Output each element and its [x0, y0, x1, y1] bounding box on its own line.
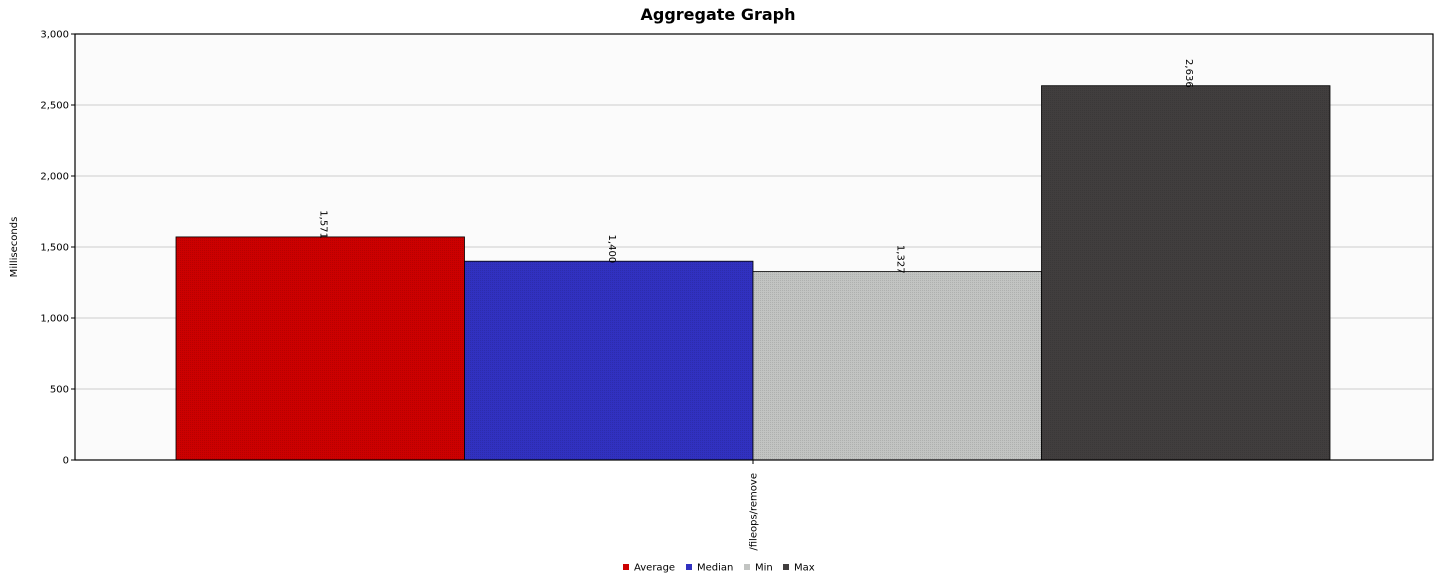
bar-texture — [1041, 85, 1330, 461]
plot-area: 1,571 1,400 1,327 2,636 — [74, 33, 1434, 461]
legend-label-min: Min — [755, 563, 773, 574]
data-label-max: 2,636 — [1183, 59, 1194, 88]
x-axis: /fileops/remove — [749, 460, 760, 551]
legend-swatch-median — [686, 564, 692, 570]
legend-swatch-average — [623, 564, 629, 570]
y-tick-label: 2,500 — [40, 101, 69, 112]
y-tick-label: 500 — [50, 385, 69, 396]
y-tick-label: 1,500 — [40, 243, 69, 254]
chart-title: Aggregate Graph — [640, 5, 795, 24]
data-label-median: 1,400 — [606, 235, 617, 264]
legend-label-average: Average — [634, 563, 675, 574]
legend-label-median: Median — [697, 563, 733, 574]
legend-swatch-max — [783, 564, 789, 570]
y-tick-label: 2,000 — [40, 172, 69, 183]
y-axis: 0 500 1,000 1,500 2,000 2,500 3,000 — [40, 30, 75, 467]
legend-swatch-min — [744, 564, 750, 570]
legend: Average Median Min Max — [623, 563, 815, 574]
bars: 1,571 1,400 1,327 2,636 — [175, 59, 1331, 461]
data-label-average: 1,571 — [317, 210, 328, 239]
y-axis-label: Milliseconds — [9, 217, 20, 278]
bar-texture — [176, 236, 465, 460]
x-category-label: /fileops/remove — [749, 473, 760, 551]
bar-texture — [464, 261, 753, 460]
y-tick-label: 1,000 — [40, 314, 69, 325]
data-label-min: 1,327 — [894, 245, 905, 274]
legend-label-max: Max — [794, 563, 815, 574]
bar-texture — [753, 271, 1042, 460]
y-tick-label: 3,000 — [40, 30, 69, 41]
y-tick-label: 0 — [63, 456, 69, 467]
